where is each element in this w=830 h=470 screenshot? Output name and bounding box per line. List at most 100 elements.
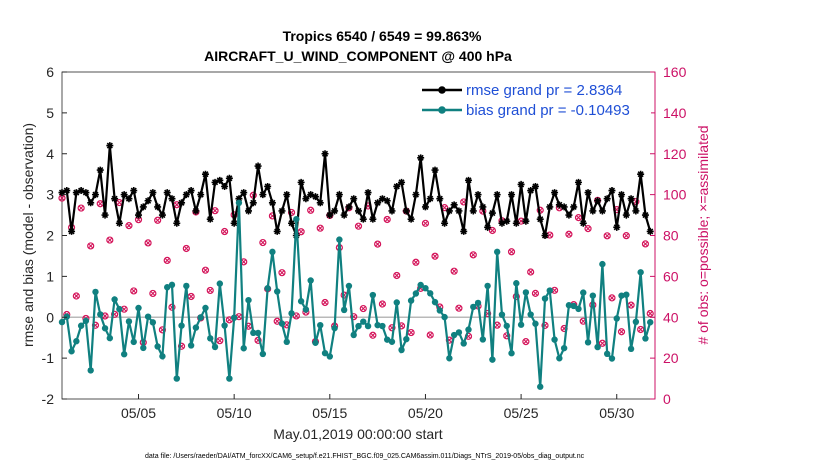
bias-point [245,296,252,304]
rmse-point [211,178,219,186]
bias-point [589,292,597,299]
obs-possible-point [421,219,430,227]
obs-assim-point [604,233,610,239]
obs-assim-point [408,329,414,336]
bias-point [297,298,305,305]
obs-possible-point [220,227,229,236]
x-tick-label: 05/05 [121,405,156,421]
rmse-point [579,219,587,227]
bias-point [197,314,204,321]
rmse-point [144,197,152,205]
bias-point [120,351,128,358]
bias-point [383,336,391,343]
bias-point [446,355,453,362]
bias-point [336,236,343,243]
bias-point [187,342,195,349]
rmse-point [355,207,362,215]
rmse-point [464,176,472,184]
obs-assim-point [528,269,534,275]
obs-possible-point [522,338,530,346]
bias-point [403,335,410,343]
obs-assim-point [183,245,189,252]
rmse-point [488,209,496,217]
obs-assim-point [131,288,137,294]
rmse-point [125,195,133,203]
rmse-point [594,197,602,205]
bias-point [627,345,635,353]
rmse-point [508,191,516,199]
rmse-point [641,211,649,219]
y-tick-right-label: 120 [663,146,687,162]
rmse-point [82,189,90,197]
rmse-point [115,219,123,227]
rmse-point [130,187,138,195]
obs-assim-point [427,332,433,338]
rmse-point [321,150,329,158]
obs-assim-point [116,199,122,206]
obs-assim-point [360,305,366,312]
bias-point [293,215,300,223]
obs-possible-point [144,239,152,247]
obs-assim-point [145,240,151,246]
obs-assim-point [274,318,280,324]
rmse-point [68,227,76,235]
y-tick-left-label: 2 [46,228,54,244]
bias-point [207,335,214,342]
y-tick-left-label: 0 [46,309,54,325]
rmse-point [350,195,358,203]
bias-point [541,295,549,302]
rmse-point [484,223,492,231]
y-axis-label-right: # of obs: o=possible; ×=assimilated [695,125,711,344]
rmse-point [345,203,353,211]
obs-possible-point [130,287,138,295]
rmse-point [407,215,415,223]
bias-point [173,375,180,382]
bias-point [546,287,553,294]
bias-point [460,340,467,347]
bias-point [302,306,310,313]
bias-point [517,321,525,328]
y-tick-right-label: 40 [663,309,679,325]
obs-possible-point [393,271,401,280]
y-tick-right-label: 160 [663,64,687,80]
obs-assim-point [188,293,194,300]
rmse-point [63,187,71,195]
rmse-point [268,199,276,207]
obs-assim-point [508,249,515,255]
obs-assim-point [226,317,232,323]
rmse-point [493,191,501,199]
rmse-point [474,191,482,199]
obs-possible-point [72,292,80,300]
bias-point [417,281,424,289]
bias-point [479,336,487,343]
rmse-point [450,201,458,209]
obs-assim-point [260,239,266,246]
obs-possible-point [158,326,167,334]
y-axis-label-left: rmse and bias (model - observation) [20,123,36,347]
rmse-point [555,201,563,209]
bias-point [603,350,611,358]
bias-point [412,290,420,297]
obs-assim-point [580,318,586,324]
rmse-point [359,215,367,223]
bias-point [73,338,80,345]
rmse-point [307,191,315,199]
legend-rmse-marker [438,86,446,94]
rmse-point [278,207,286,215]
bias-point [250,329,257,337]
rmse-point [512,219,520,227]
bias-point [202,304,209,312]
obs-assim-point [293,313,299,319]
y-tick-left-label: 3 [46,187,54,203]
obs-possible-point [378,300,387,308]
obs-assim-point [236,314,242,320]
obs-assim-point [155,217,161,223]
bias-point [111,296,118,303]
rmse-point [91,191,99,199]
obs-possible-point [641,240,650,248]
x-tick-label: 05/20 [408,405,443,421]
bias-point [551,336,558,343]
rmse-point [603,195,611,203]
bias-point [513,280,520,287]
